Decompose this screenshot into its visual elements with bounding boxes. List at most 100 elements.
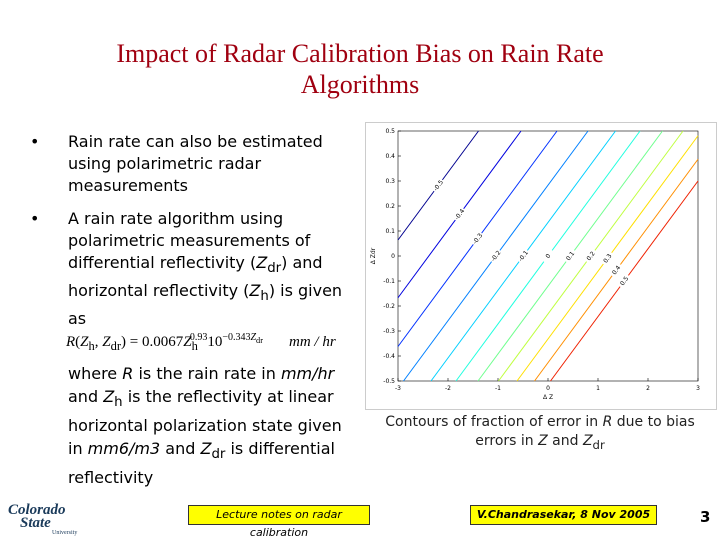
x-tick-label: -1 (495, 385, 501, 392)
bullet-text: Rain rate can also be estimated using po… (68, 132, 323, 195)
eq-part: ) = 0.0067 (121, 334, 184, 350)
label-bg (540, 247, 556, 265)
logo-line: State (20, 515, 51, 531)
text: A rain rate algorithm using polarimetric… (68, 209, 311, 272)
text: dr (267, 261, 282, 277)
text: where (68, 364, 123, 383)
text: is differential reflectivity (68, 439, 335, 488)
label-bg (616, 272, 632, 290)
text: R (602, 414, 613, 430)
label-bg (515, 247, 531, 265)
label-bg (608, 262, 624, 279)
eq-part: h (88, 339, 95, 353)
x-axis-label: Δ Z (543, 394, 553, 401)
contour-chart: -3 -2 -1 0 1 2 3 -0.5 -0.4 -0.3 -0.2 -0.1 0 0.1 0.2 0.3… (365, 122, 717, 410)
x-tick-label: -2 (445, 385, 451, 392)
label-bg (488, 247, 504, 265)
eq-part: h (191, 339, 198, 353)
text: R (122, 364, 134, 383)
body-text: where R is the rain rate in mm/hr and Zh… (68, 362, 353, 489)
logo-line: Colorado (8, 502, 66, 518)
bullet-text: A rain rate algorithm using polarimetric… (68, 208, 355, 330)
eq-part: 0.93 (189, 332, 208, 343)
y-tick-label: -0.2 (383, 303, 395, 310)
contour-label: 0.3 (602, 253, 613, 265)
bullet-dot: • (30, 209, 40, 228)
bullet: • Rain rate can also be estimated using p… (30, 131, 355, 197)
text: ) and horizontal reflectivity ( (68, 253, 323, 301)
text: mm6/m3 (87, 439, 161, 459)
bullet: • A rain rate algorithm using polarimetri… (30, 208, 355, 330)
x-tick-label: 3 (696, 385, 700, 392)
eq-part: Z (102, 334, 111, 350)
contour-label: 0.2 (586, 250, 597, 262)
footer-note: V.Chandrasekar, 8 Nov 2005 (470, 505, 657, 525)
text: Z (538, 433, 548, 449)
eq-part: R (66, 334, 76, 350)
page-number: 3 (700, 508, 711, 526)
label-bg (583, 247, 599, 265)
x-tick-label: 2 (646, 385, 650, 392)
x-tick-label: 1 (596, 385, 600, 392)
eq-part: ( (75, 334, 81, 350)
eq-part: mm / hr (288, 334, 336, 350)
y-axis-label: Δ Zdr (370, 247, 377, 264)
text: h (260, 289, 269, 305)
label-bg (600, 250, 615, 267)
y-tick-label: -0.3 (383, 328, 395, 335)
contour-label: 0.4 (611, 264, 622, 276)
equation: R(Zh, Zdr) = 0.0067Zh0.9310−0.343Zdr mm /… (66, 332, 336, 354)
text: and (547, 433, 583, 449)
bullet-dot: • (30, 132, 40, 151)
text: dr (211, 447, 226, 463)
slide-title: Impact of Radar Calibration Bias on Rain… (116, 39, 604, 99)
contour-label: 0 (544, 253, 552, 260)
x-tick-label: 0 (546, 385, 550, 392)
text: Z (256, 253, 268, 272)
y-tick-label: 0.3 (385, 178, 395, 185)
text: Z (103, 387, 115, 406)
logo-line: University (52, 530, 78, 536)
y-tick-label: -0.5 (383, 378, 395, 385)
eq-part: dr (256, 336, 263, 345)
logo: Colorado State University (8, 502, 78, 537)
eq-part: dr (110, 339, 122, 353)
y-tick-label: 0.5 (385, 128, 395, 135)
eq-part: −0.343 (222, 332, 251, 343)
text: dr (592, 437, 605, 452)
text: due to bias errors in (475, 414, 695, 449)
contour-label: 0.5 (619, 275, 630, 287)
y-tick-label: 0.2 (385, 203, 395, 210)
label-bg (562, 247, 578, 265)
eq-part: 10 (207, 334, 223, 350)
text: Z (249, 281, 261, 301)
label-bg (430, 177, 446, 194)
text: Contours of fraction of error in (385, 414, 603, 430)
text: and (68, 387, 104, 406)
figure-caption: Contours of fraction of error in R due t… (385, 413, 695, 455)
text: Z (582, 433, 593, 449)
y-tick-label: -0.4 (383, 353, 395, 360)
eq-part: −0.343Zdr (222, 332, 263, 345)
y-tick-label: 0.4 (385, 153, 395, 160)
text: is the rain rate in (133, 364, 281, 383)
text: is the reflectivity at linear horizontal… (68, 387, 342, 459)
text: ) is given as (68, 281, 343, 329)
text: Z (200, 439, 212, 459)
y-tick-label: 0 (391, 253, 395, 260)
y-tick-label: -0.1 (383, 278, 395, 285)
eq-part: Z (183, 334, 192, 350)
x-tick-label: -3 (395, 385, 401, 392)
eq-part: , (94, 334, 103, 350)
eq-part: Z (80, 334, 89, 350)
text: h (114, 395, 123, 411)
footer-note: Lecture notes on radar calibration (188, 505, 370, 539)
eq-part: Z (250, 332, 257, 343)
label-bg (470, 230, 485, 247)
text: and (160, 439, 201, 459)
contour-label: 0.1 (565, 250, 576, 262)
text: mm/hr (280, 364, 335, 383)
y-tick-label: 0.1 (385, 228, 395, 235)
label-bg (452, 206, 467, 223)
